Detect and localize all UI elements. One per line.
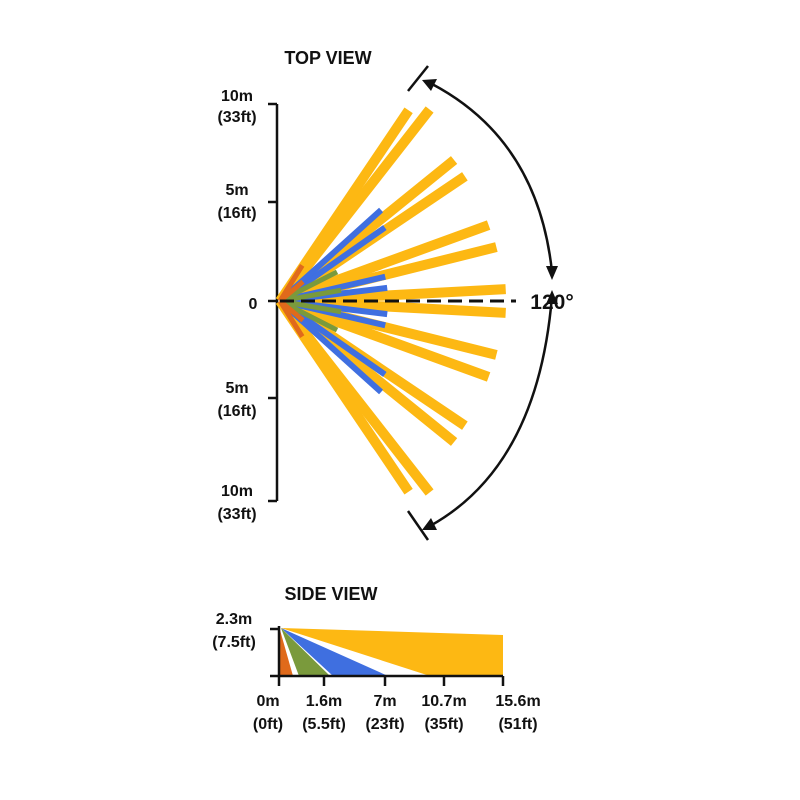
height-label-m: 2.3m [216,611,252,628]
arrowhead-bottom-left [422,518,437,530]
distance-label-ft: (5.5ft) [302,716,346,733]
mid-zone-beam [285,305,384,395]
axis-label-m: 5m [225,182,248,199]
distance-label-m: 0m [256,693,279,710]
distance-label-ft: (0ft) [253,716,283,733]
mid-zone-beam [286,304,387,377]
distance-label-ft: (51ft) [498,716,537,733]
distance-label-ft: (23ft) [365,716,404,733]
top-view-axis-labels: 10m (33ft) 5m (16ft) 0 5m (16ft) 10m (33… [217,88,257,523]
far-zone-beam [278,296,491,382]
near-zone-beam [284,269,339,301]
zone-closest [280,630,293,676]
side-view-zones [280,628,503,676]
top-view-scale [268,102,279,503]
angle-boundary-top [407,65,429,92]
near-zone-beam [284,301,339,333]
closest-zone-beam [278,279,305,303]
axis-label-ft: (33ft) [217,109,256,126]
distance-label-m: 15.6m [495,693,540,710]
near-zone-beam [285,299,342,315]
detection-beams [275,106,506,496]
axis-label-zero: 0 [249,296,258,313]
angle-arc-bottom [429,295,554,528]
height-label-ft: (7.5ft) [212,634,256,651]
axis-label-ft: (33ft) [217,506,256,523]
zone-near [281,628,330,676]
arrowhead-top-left [422,79,437,91]
axis-label-ft: (16ft) [217,403,256,420]
mid-zone-beam [286,225,387,298]
zone-mid [281,628,388,676]
angle-arc-top [431,82,554,273]
angle-indicator [406,65,554,541]
axis-label-ft: (16ft) [217,205,256,222]
angle-label: 120° [530,291,573,314]
side-view-title: SIDE VIEW [284,584,377,604]
angle-arrowheads [422,79,558,530]
axis-label-m: 5m [225,380,248,397]
side-view-axes [270,626,505,686]
distance-label-ft: (35ft) [424,716,463,733]
axis-label-m: 10m [221,88,253,105]
angle-boundary-bottom [406,510,430,541]
arrowhead-bottom-right [546,290,558,304]
far-zone-beam [278,220,491,306]
closest-zone-beam [278,299,305,323]
axis-label-m: 10m [221,483,253,500]
near-zone-beam [285,287,342,303]
zone-far [281,628,503,676]
mid-zone-beam [285,207,384,297]
arrowhead-top-right [546,266,558,280]
distance-labels: 0m (0ft) 1.6m (5.5ft) 7m (23ft) 10.7m (3… [253,693,541,733]
top-view-title: TOP VIEW [284,48,371,68]
distance-label-m: 10.7m [421,693,466,710]
distance-label-m: 7m [373,693,396,710]
distance-label-m: 1.6m [306,693,342,710]
